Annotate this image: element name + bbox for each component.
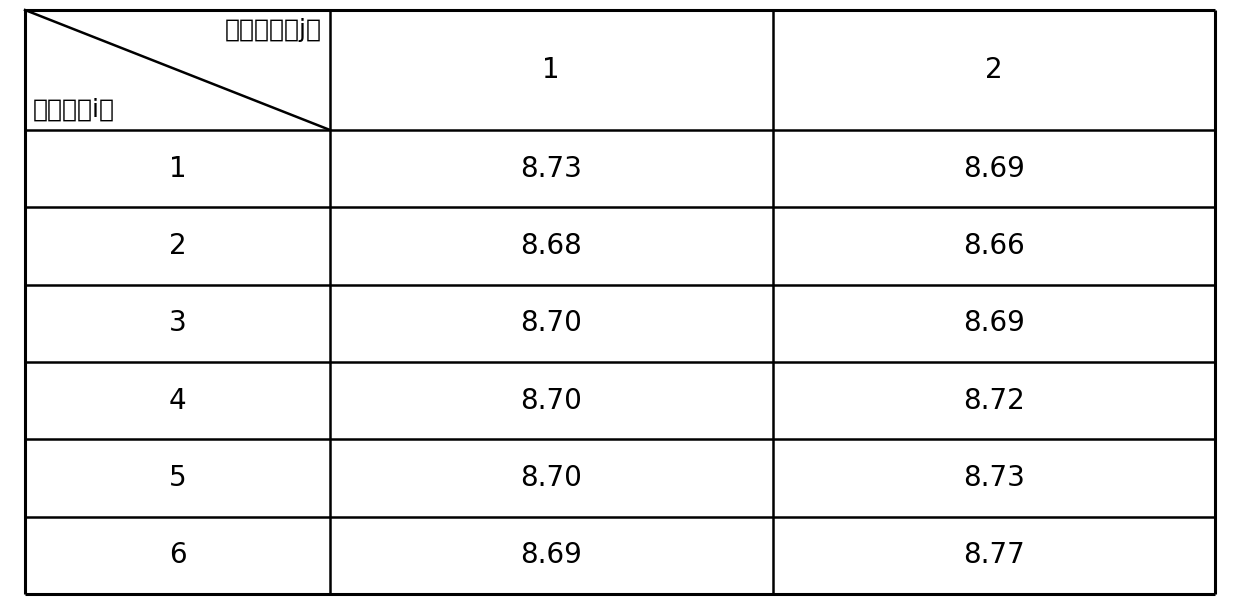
Text: 2: 2: [985, 56, 1003, 84]
Text: 测试次数（j）: 测试次数（j）: [224, 18, 322, 42]
Text: 8.77: 8.77: [963, 541, 1024, 570]
Text: 8.69: 8.69: [962, 309, 1024, 337]
Text: 8.66: 8.66: [963, 232, 1024, 260]
Text: 8.73: 8.73: [962, 464, 1024, 492]
Text: 3: 3: [169, 309, 186, 337]
Text: 8.73: 8.73: [521, 155, 583, 182]
Text: 8.70: 8.70: [521, 387, 583, 415]
Text: 8.70: 8.70: [521, 464, 583, 492]
Text: 8.72: 8.72: [963, 387, 1024, 415]
Text: 6: 6: [169, 541, 186, 570]
Text: 8.69: 8.69: [962, 155, 1024, 182]
Text: 5: 5: [169, 464, 186, 492]
Text: 样品号（i）: 样品号（i）: [33, 98, 115, 122]
Text: 8.70: 8.70: [521, 309, 583, 337]
Text: 8.69: 8.69: [521, 541, 583, 570]
Text: 2: 2: [169, 232, 186, 260]
Text: 4: 4: [169, 387, 186, 415]
Text: 8.68: 8.68: [521, 232, 582, 260]
Text: 1: 1: [169, 155, 186, 182]
Text: 1: 1: [542, 56, 560, 84]
